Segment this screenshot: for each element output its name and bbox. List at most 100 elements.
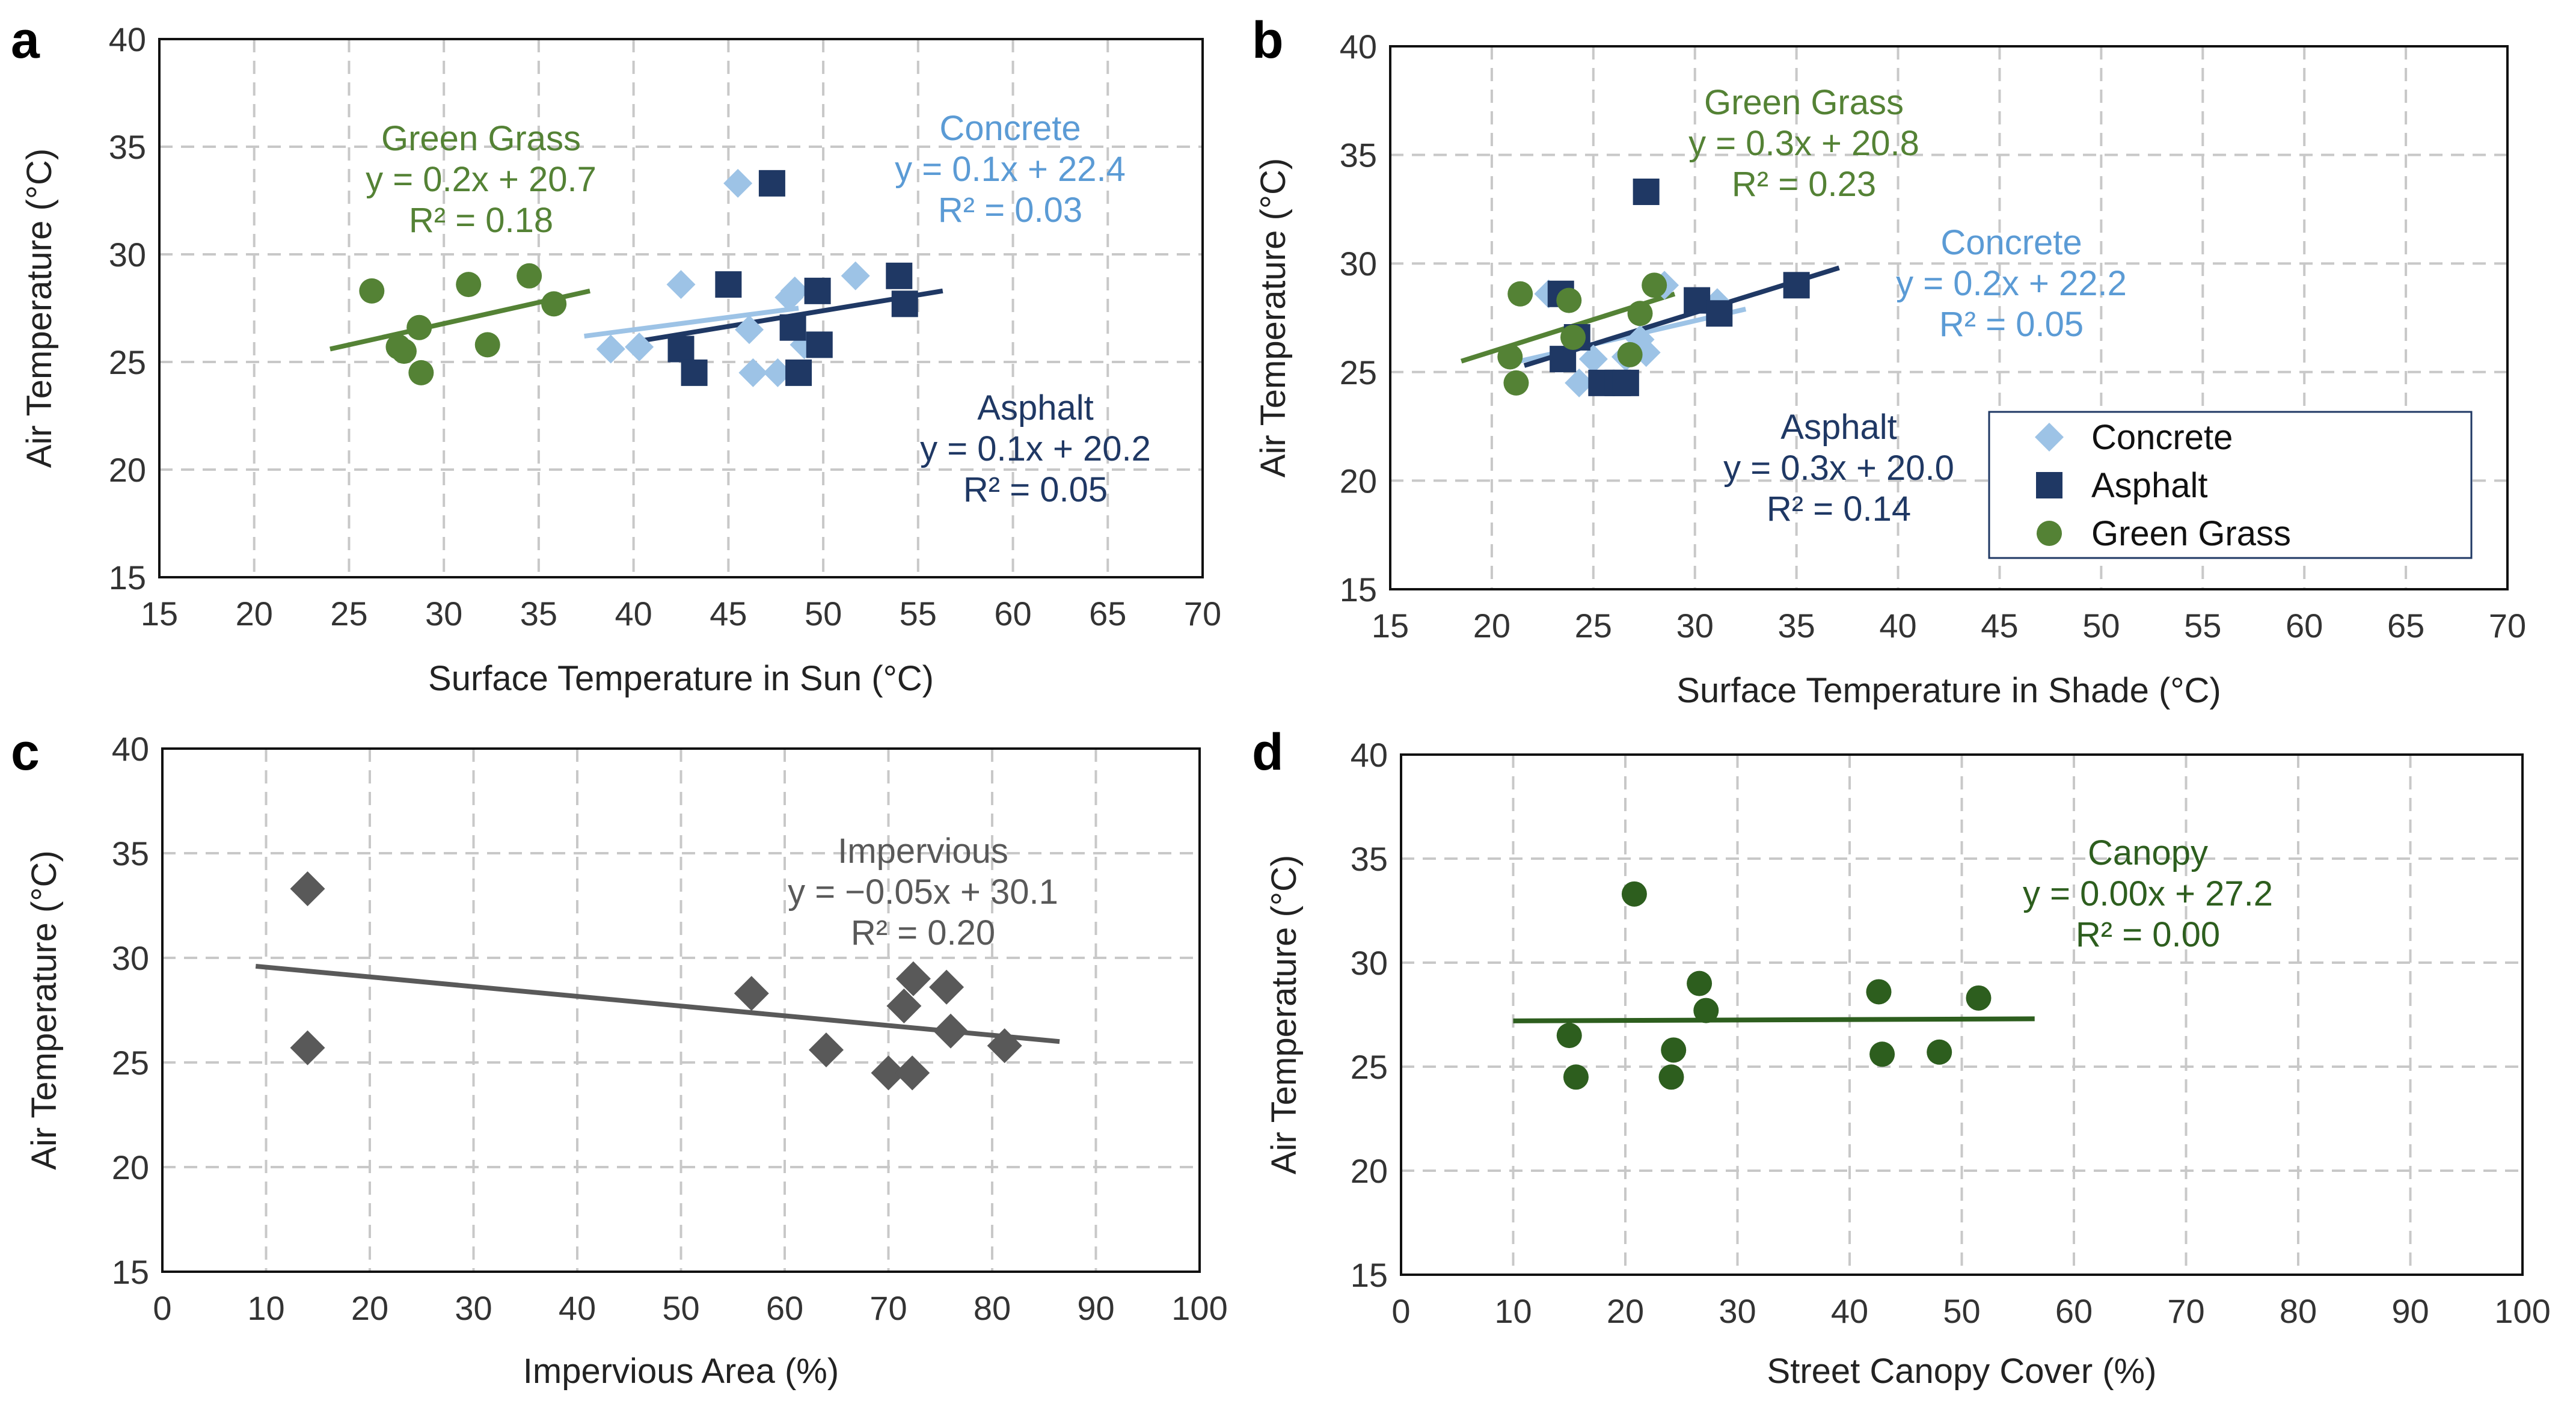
data-point — [738, 358, 768, 387]
trend-label: Green Grass — [381, 119, 581, 158]
gridlines — [1390, 46, 2507, 589]
data-point — [715, 271, 742, 298]
x-axis-title: Impervious Area (%) — [523, 1352, 839, 1391]
trend-equation: y = 0.3x + 20.0 — [1723, 449, 1954, 488]
data-point — [1612, 369, 1639, 396]
x-tick-label: 55 — [2184, 607, 2221, 645]
y-tick-label: 25 — [112, 1044, 149, 1082]
y-tick-label: 25 — [1351, 1048, 1388, 1086]
data-point — [1627, 301, 1653, 326]
x-tick-label: 30 — [1719, 1292, 1756, 1330]
x-tick-label: 20 — [1607, 1292, 1644, 1330]
trend-r-squared: R² = 0.20 — [851, 913, 995, 952]
chart-panel-d: d 0 10 20 30 40 50 60 70 80 90 100 15 20 25 30 35 40 Stree… — [1252, 723, 2551, 1391]
data-point — [681, 359, 708, 386]
data-point — [780, 276, 809, 305]
x-tick-label: 55 — [900, 595, 937, 633]
x-tick-label: 45 — [710, 595, 747, 633]
x-tick-label: 10 — [247, 1289, 284, 1327]
x-axis-title: Surface Temperature in Shade (°C) — [1676, 671, 2221, 710]
x-tick-label: 25 — [1575, 607, 1612, 645]
data-point — [456, 272, 482, 298]
x-tick-label: 65 — [2387, 607, 2424, 645]
data-point — [871, 1055, 906, 1091]
trend-r-squared: R² = 0.18 — [409, 201, 553, 240]
x-tick-label: 70 — [869, 1289, 907, 1327]
data-point — [758, 170, 785, 197]
x-tick-label: 45 — [1981, 607, 2018, 645]
data-point — [779, 314, 806, 341]
y-axis-title: Air Temperature (°C) — [25, 850, 64, 1169]
data-point — [1661, 1037, 1687, 1063]
trend-r-squared: R² = 0.23 — [1732, 165, 1876, 204]
data-point — [667, 336, 695, 363]
x-tick-label: 15 — [141, 595, 178, 633]
trend-r-squared: R² = 0.14 — [1767, 489, 1911, 529]
data-point — [763, 358, 793, 387]
x-tick-label: 70 — [1184, 595, 1221, 633]
y-axis-title: Air Temperature (°C) — [1265, 855, 1304, 1174]
data-point — [987, 1028, 1022, 1064]
data-point — [1633, 179, 1660, 206]
data-point — [933, 1013, 968, 1049]
data-point — [1560, 325, 1586, 351]
x-tick-label: 35 — [1777, 607, 1815, 645]
chart-panel-c: c 0 10 20 30 40 50 60 70 80 90 100 15 20 25 30 35 40 Imper… — [11, 723, 1228, 1391]
data-point — [1693, 998, 1719, 1023]
x-tick-label: 50 — [1943, 1292, 1980, 1330]
data-point — [1966, 985, 1992, 1011]
data-point — [809, 1032, 844, 1068]
chart-panel-b: b 15 20 25 30 35 40 45 50 55 60 65 70 15 20 25 30 35 40 Sur… — [1252, 11, 2526, 710]
trend-r-squared: R² = 0.03 — [938, 191, 1082, 230]
plot-frame — [158, 38, 1204, 578]
data-point — [408, 360, 434, 385]
y-tick-label: 30 — [1340, 245, 1377, 283]
trend-equation: y = 0.00x + 27.2 — [2023, 874, 2273, 913]
data-point — [541, 291, 567, 317]
y-tick-label: 35 — [109, 128, 146, 166]
x-tick-label: 80 — [2280, 1292, 2317, 1330]
x-tick-label: 40 — [559, 1289, 596, 1327]
y-tick-label: 40 — [109, 20, 146, 58]
data-point — [895, 1055, 930, 1091]
data-point — [1563, 1064, 1589, 1090]
y-tick-label: 15 — [1340, 571, 1377, 608]
data-point — [1927, 1039, 1952, 1065]
data-point — [1706, 300, 1733, 327]
x-tick-label: 70 — [2489, 607, 2526, 645]
legend-marker — [2036, 472, 2062, 498]
x-tick-label: 90 — [1077, 1289, 1114, 1327]
legend-label: Green Grass — [2091, 514, 2291, 553]
x-axis-title: Surface Temperature in Sun (°C) — [428, 659, 934, 698]
x-tick-label: 80 — [974, 1289, 1011, 1327]
data-point — [734, 976, 769, 1011]
data-point — [1687, 970, 1713, 996]
x-tick-label: 20 — [1473, 607, 1510, 645]
trend-r-squared: R² = 0.05 — [963, 470, 1108, 509]
y-axis-title: Air Temperature (°C) — [20, 149, 59, 468]
data-point — [886, 989, 922, 1024]
gridlines — [159, 39, 1203, 577]
plot-frame — [1389, 45, 2509, 590]
data-point — [886, 262, 913, 289]
points-green-grass — [1497, 272, 1667, 396]
x-tick-label: 20 — [236, 595, 273, 633]
y-tick-label: 20 — [109, 451, 146, 489]
y-tick-label: 30 — [112, 939, 149, 977]
data-point — [1497, 344, 1523, 370]
data-point — [1684, 287, 1711, 314]
x-tick-label: 35 — [520, 595, 557, 633]
y-tick-label: 30 — [1351, 944, 1388, 982]
legend-label: Concrete — [2091, 418, 2233, 457]
x-tick-label: 30 — [1676, 607, 1714, 645]
x-tick-label: 50 — [662, 1289, 699, 1327]
x-axis-title: Street Canopy Cover (%) — [1767, 1352, 2157, 1391]
y-tick-label: 15 — [1351, 1256, 1388, 1294]
data-point — [596, 334, 625, 364]
x-tick-label: 40 — [1831, 1292, 1868, 1330]
y-tick-label: 25 — [1340, 354, 1377, 391]
series-concrete — [584, 305, 799, 339]
points-impervious — [290, 871, 1022, 1091]
data-point — [1565, 368, 1594, 397]
